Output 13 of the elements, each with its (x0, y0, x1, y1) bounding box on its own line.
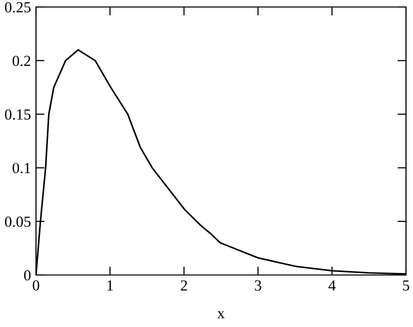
x-tick-label: 4 (328, 280, 336, 290)
y-tick-label: 0.1 (12, 162, 30, 174)
x-axis-title: x (217, 311, 225, 318)
x-tick-label: 3 (254, 280, 262, 291)
x-tick-label: 2 (180, 280, 187, 290)
y-tick-label: 0.25 (4, 2, 31, 13)
y-tick-label: 0.05 (4, 216, 31, 227)
y-tick-label: 0.15 (4, 109, 31, 120)
x-tick-label: 1 (108, 280, 113, 290)
x-tick-label: 5 (403, 280, 410, 291)
x-tick-label: 0 (32, 280, 40, 291)
y-tick-label: 0.2 (12, 56, 30, 66)
y-tick-label: 0 (24, 270, 31, 280)
